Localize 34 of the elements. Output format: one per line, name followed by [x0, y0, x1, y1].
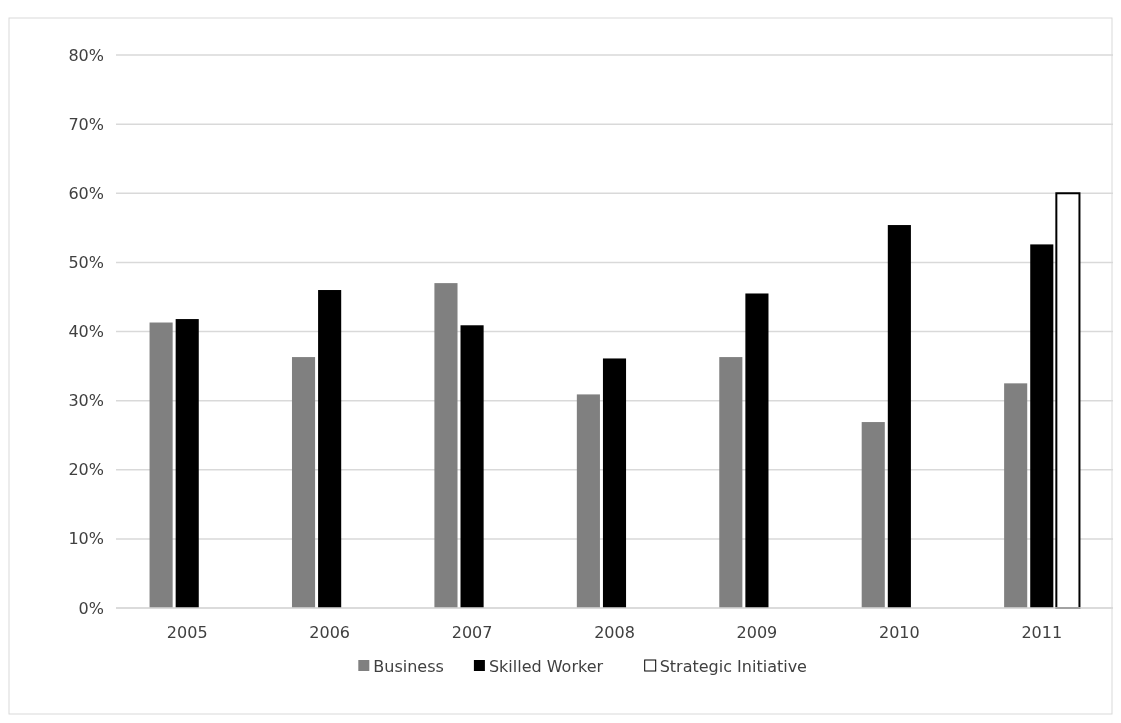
x-tick-label: 2007	[451, 623, 493, 642]
y-tick-label: 0%	[78, 598, 104, 618]
legend-label: Skilled Worker	[488, 656, 604, 676]
bar	[460, 325, 484, 608]
y-tick-label: 20%	[68, 460, 104, 480]
bar	[602, 358, 627, 608]
y-tick-label: 30%	[68, 391, 104, 411]
y-tick-label: 10%	[68, 529, 104, 549]
bar	[745, 293, 769, 608]
bar	[1055, 192, 1081, 609]
bar	[434, 283, 458, 608]
bar	[719, 357, 743, 608]
bar	[149, 322, 173, 608]
legend-label: Strategic Initiative	[659, 656, 807, 676]
x-tick-label: 2010	[879, 623, 920, 642]
legend-label: Business	[373, 656, 444, 676]
x-tick-label: 2008	[594, 623, 635, 642]
x-tick-label: 2009	[736, 623, 778, 642]
y-tick-label: 80%	[68, 45, 104, 65]
bar	[887, 225, 911, 608]
x-tick-label: 2006	[309, 623, 350, 642]
x-tick-label: 2005	[166, 623, 208, 642]
bar	[1004, 383, 1028, 608]
bar	[318, 290, 342, 608]
bar	[576, 394, 600, 608]
y-tick-label: 60%	[68, 183, 104, 203]
bar	[1030, 244, 1054, 608]
bar	[861, 422, 885, 608]
y-tick-label: 50%	[68, 252, 104, 272]
bar	[175, 319, 199, 608]
bar	[291, 357, 316, 608]
y-tick-label: 70%	[68, 114, 104, 134]
x-tick-label: 2011	[1021, 623, 1063, 642]
y-tick-label: 40%	[68, 322, 104, 342]
